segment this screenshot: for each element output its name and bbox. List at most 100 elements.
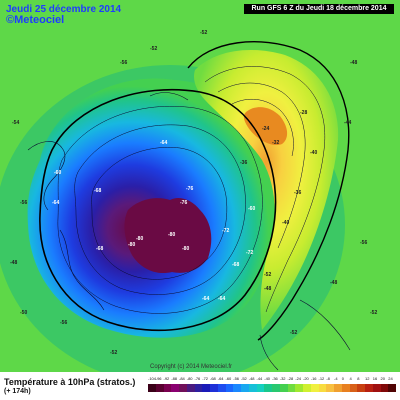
map-value-label: -52 [200, 30, 208, 36]
map-value-label: -28 [300, 110, 308, 116]
legend-tick-label: -8 [326, 376, 330, 381]
chart-title: Température à 10hPa (stratos.) [4, 377, 136, 387]
map-value-label: -56 [20, 200, 28, 206]
map-value-label: -36 [294, 190, 302, 196]
legend-swatch: -8 [326, 376, 334, 392]
legend-swatch: -36 [272, 376, 280, 392]
legend-tick-label: -64 [217, 376, 224, 381]
legend-swatch: -52 [241, 376, 249, 392]
legend-tick-label: -76 [194, 376, 201, 381]
map-value-label: -50 [20, 310, 28, 316]
map-value-label: -48 [264, 286, 272, 292]
contour-thick [39, 88, 277, 332]
legend-swatch: -28 [287, 376, 296, 392]
map-value-label: -80 [182, 246, 190, 252]
legend-tick-label: 8 [357, 376, 360, 381]
legend-tick-label: 4 [349, 376, 352, 381]
legend-tick-label: 20 [380, 376, 385, 381]
legend-swatch: 20 [380, 376, 389, 392]
stratosphere-temperature-map: Jeudi 25 décembre 2014 ©Meteociel Run GF… [0, 0, 400, 372]
legend-swatch: 0 [341, 376, 350, 392]
map-value-label: -56 [60, 320, 68, 326]
legend-tick-label: -60 [225, 376, 232, 381]
legend-swatch: -24 [295, 376, 303, 392]
map-value-label: -64 [202, 296, 210, 302]
legend-swatch: -96 [155, 376, 164, 392]
legend-tick-label: -52 [241, 376, 247, 381]
legend-swatch: 24 [388, 376, 396, 392]
map-value-label: -76 [180, 200, 188, 206]
map-value-label: -80 [136, 236, 144, 242]
map-value-label: -60 [248, 206, 256, 212]
legend-tick-label: -92 [163, 376, 170, 381]
legend-swatch: -12 [318, 376, 327, 392]
coastlines [27, 92, 351, 371]
map-value-label: -64 [218, 296, 226, 302]
legend-tick-label: 12 [365, 376, 370, 381]
legend-swatch: 16 [372, 376, 381, 392]
legend-tick-label: -96 [155, 376, 162, 381]
legend-tick-label: -36 [272, 376, 278, 381]
map-value-label: -44 [344, 120, 352, 126]
map-value-label: -52 [150, 46, 158, 52]
map-value-label: -64 [52, 200, 60, 206]
map-value-label: -56 [120, 60, 128, 66]
legend-swatch: -44 [256, 376, 265, 392]
legend-swatch: 4 [349, 376, 358, 392]
map-value-label: -24 [262, 126, 270, 132]
map-value-label: -68 [232, 262, 240, 268]
legend-tick-label: -16 [310, 376, 317, 381]
map-value-label: -52 [370, 310, 378, 316]
run-info: Run GFS 6 Z du Jeudi 18 décembre 2014 [244, 4, 394, 14]
legend-tick-label: -48 [248, 376, 255, 381]
warm-anomaly [194, 50, 339, 330]
legend-tick-label: -56 [233, 376, 240, 381]
legend-swatch: -56 [233, 376, 241, 392]
legend-swatch: -88 [171, 376, 179, 392]
legend-tick-label: -28 [287, 376, 294, 381]
map-value-label: -54 [12, 120, 20, 126]
contour-thin-group [57, 66, 326, 314]
map-value-label: -68 [96, 246, 104, 252]
legend-swatch: -60 [225, 376, 234, 392]
map-value-label: -48 [330, 280, 338, 286]
map-value-label: -52 [290, 330, 298, 336]
map-value-label: -68 [94, 188, 102, 194]
map-value-label: -48 [10, 260, 18, 266]
legend-swatch: -84 [179, 376, 187, 392]
map-canvas [0, 0, 400, 372]
legend-swatch: -48 [248, 376, 257, 392]
map-value-label: -64 [160, 140, 168, 146]
legend-tick-label: 24 [388, 376, 393, 381]
legend-tick-label: -40 [264, 376, 271, 381]
contour-warm-outline [187, 41, 350, 341]
copyright: Copyright (c) 2014 Meteociel.fr [150, 364, 233, 370]
legend-swatch: -92 [163, 376, 172, 392]
legend-swatch: -32 [279, 376, 288, 392]
forecast-date: Jeudi 25 décembre 2014 [6, 4, 122, 15]
map-value-label: -40 [282, 220, 290, 226]
warm-core [243, 107, 288, 146]
legend-swatch: -76 [194, 376, 203, 392]
map-value-label: -48 [350, 60, 358, 66]
map-value-label: -56 [360, 240, 368, 246]
cold-core [124, 198, 212, 274]
legend-swatch: -16 [310, 376, 319, 392]
legend-tick-label: -24 [295, 376, 302, 381]
legend-tick-label: -88 [171, 376, 178, 381]
legend-swatch: -4 [334, 376, 342, 392]
legend-tick-label: -80 [186, 376, 193, 381]
legend-tick-label: -12 [318, 376, 325, 381]
legend-tick-label: 16 [372, 376, 378, 381]
map-value-label: -80 [168, 232, 176, 238]
map-value-label: -60 [54, 170, 62, 176]
map-value-label: -52 [110, 350, 118, 356]
map-value-label: -80 [128, 242, 136, 248]
legend-tick-label: -20 [303, 376, 309, 381]
map-value-label: -72 [222, 228, 230, 234]
legend-tick-label: -104 [148, 376, 157, 381]
legend-tick-label: -4 [334, 376, 338, 381]
legend-tick-label: -32 [279, 376, 286, 381]
forecast-lead-time: (+ 174h) [4, 388, 31, 395]
site-logo: ©Meteociel [6, 14, 65, 26]
